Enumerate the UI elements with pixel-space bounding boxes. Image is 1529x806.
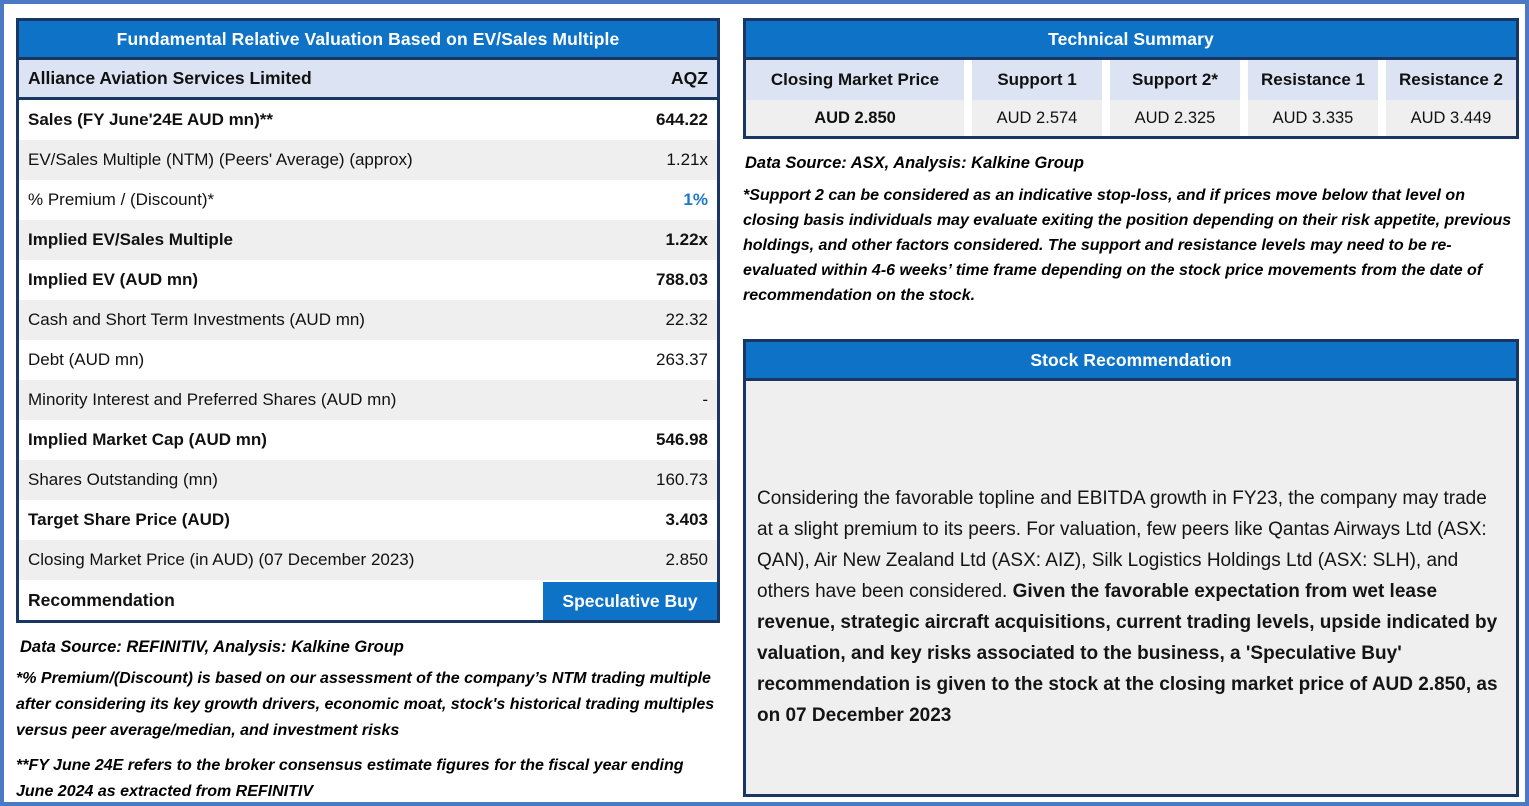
valuation-row: Debt (AUD mn) 263.37 [19,340,717,380]
row-value: 3.403 [665,510,708,529]
tech-column: Support 2* AUD 2.325 [1110,60,1240,136]
row-label: Shares Outstanding (mn) [28,470,218,489]
row-value: 263.37 [656,350,708,369]
valuation-row: EV/Sales Multiple (NTM) (Peers' Average)… [19,140,717,180]
valuation-row: Shares Outstanding (mn) 160.73 [19,460,717,500]
stock-recommendation-title: Stock Recommendation [746,342,1516,381]
valuation-data-source: Data Source: REFINITIV, Analysis: Kalkin… [20,638,404,656]
valuation-row: Target Share Price (AUD) 3.403 [19,500,717,540]
valuation-rows: Sales (FY June'24E AUD mn)** 644.22 EV/Sal… [19,100,717,580]
tech-column: Resistance 2 AUD 3.449 [1386,60,1516,136]
recommendation-label: Recommendation [28,589,175,610]
stock-recommendation-text: Considering the favorable topline and EB… [746,381,1516,794]
row-label: Target Share Price (AUD) [28,510,230,529]
row-label: % Premium / (Discount)* [28,190,215,209]
technical-summary-title: Technical Summary [746,21,1516,60]
row-value: 1% [683,190,708,209]
row-value: 1.22x [665,230,708,249]
tech-column-header: Resistance 2 [1386,60,1516,100]
tech-column-header: Support 1 [972,60,1102,100]
row-value: 1.21x [666,150,708,169]
technical-data-source: Data Source: ASX, Analysis: Kalkine Grou… [745,154,1084,172]
valuation-row: Implied Market Cap (AUD mn) 546.98 [19,420,717,460]
row-label: EV/Sales Multiple (NTM) (Peers' Average)… [28,150,413,169]
tech-column-header: Closing Market Price [746,60,964,100]
valuation-footnote-premium: *% Premium/(Discount) is based on our as… [16,670,715,739]
valuation-row: Implied EV/Sales Multiple 1.22x [19,220,717,260]
tech-column: Resistance 1 AUD 3.335 [1248,60,1378,136]
tech-column-header: Support 2* [1110,60,1240,100]
stock-recommendation-box: Stock Recommendation Considering the fav… [743,339,1519,797]
tech-column-value: AUD 2.325 [1110,100,1240,136]
valuation-row: Implied EV (AUD mn) 788.03 [19,260,717,300]
row-label: Implied EV (AUD mn) [28,270,199,289]
recommendation-text-regular: Considering the favorable topline and EB… [757,488,1487,602]
row-label: Cash and Short Term Investments (AUD mn) [28,310,365,329]
right-panel: Technical Summary Closing Market Price AU… [743,18,1519,797]
row-value: 788.03 [656,270,708,289]
tech-column: Closing Market Price AUD 2.850 [746,60,964,136]
row-value: - [702,390,708,409]
ticker-symbol: AQZ [671,68,708,88]
row-value: 644.22 [656,110,708,129]
support2-footnote: *Support 2 can be considered as an indic… [743,187,1512,304]
valuation-row: Sales (FY June'24E AUD mn)** 644.22 [19,100,717,140]
row-value: 160.73 [656,470,708,489]
valuation-title: Fundamental Relative Valuation Based on … [19,21,717,60]
company-name: Alliance Aviation Services Limited [28,68,312,88]
valuation-row: % Premium / (Discount)* 1% [19,180,717,220]
tech-column-header: Resistance 1 [1248,60,1378,100]
valuation-row: Minority Interest and Preferred Shares (… [19,380,717,420]
valuation-subheader: Alliance Aviation Services Limited AQZ [19,60,717,100]
row-label: Sales (FY June'24E AUD mn)** [28,110,273,129]
valuation-panel: Fundamental Relative Valuation Based on … [16,18,720,802]
valuation-footnote-fy24e: **FY June 24E refers to the broker conse… [16,757,684,800]
recommendation-row: Recommendation Speculative Buy [19,580,717,620]
row-value: 22.32 [665,310,708,329]
valuation-row: Cash and Short Term Investments (AUD mn)… [19,300,717,340]
technical-summary-table: Technical Summary Closing Market Price AU… [743,18,1519,139]
row-label: Implied Market Cap (AUD mn) [28,430,267,449]
row-label: Minority Interest and Preferred Shares (… [28,390,397,409]
technical-columns: Closing Market Price AUD 2.850 Support 1 AU… [746,60,1516,136]
tech-column-value: AUD 2.574 [972,100,1102,136]
tech-column-value: AUD 3.449 [1386,100,1516,136]
row-label: Implied EV/Sales Multiple [28,230,233,249]
recommendation-text-bold: Given the favorable expectation from wet… [757,581,1498,726]
tech-column: Support 1 AUD 2.574 [972,60,1102,136]
valuation-row: Closing Market Price (in AUD) (07 Decemb… [19,540,717,580]
tech-column-value: AUD 2.850 [746,100,964,136]
recommendation-value-cell: Speculative Buy [543,582,717,620]
valuation-table: Fundamental Relative Valuation Based on … [16,18,720,623]
row-label: Closing Market Price (in AUD) (07 Decemb… [28,550,415,569]
row-label: Debt (AUD mn) [28,350,145,369]
row-value: 2.850 [665,550,708,569]
row-value: 546.98 [656,430,708,449]
tech-column-value: AUD 3.335 [1248,100,1378,136]
